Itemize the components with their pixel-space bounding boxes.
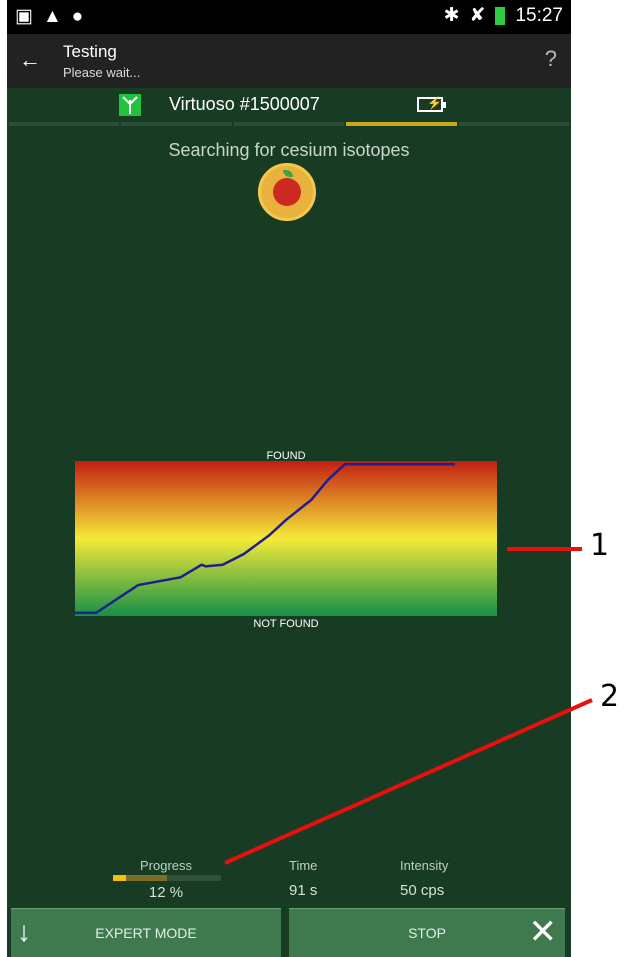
- antenna-icon: [119, 94, 141, 116]
- tab-segment[interactable]: [233, 122, 345, 126]
- status-right-icons: ✱ ✘ 15:27: [444, 5, 563, 27]
- back-arrow-icon[interactable]: ←: [19, 47, 41, 72]
- battery-icon: [495, 7, 506, 25]
- tab-segment-active[interactable]: [346, 122, 457, 126]
- image-icon: ▣: [15, 6, 33, 27]
- device-bar: Virtuoso #1500007 ⚡: [7, 88, 571, 128]
- intensity-label: Intensity: [400, 858, 449, 873]
- stop-label: STOP: [408, 925, 446, 941]
- search-status-text: Searching for cesium isotopes: [168, 140, 410, 160]
- leaf-shape: [283, 170, 293, 177]
- chart-background: [75, 461, 497, 616]
- detection-chart: [75, 461, 497, 616]
- page-subtitle: Please wait...: [63, 65, 141, 80]
- close-icon: ✕: [528, 913, 558, 951]
- progress-bar: [113, 875, 221, 881]
- annotation-label-1: 1: [590, 528, 610, 563]
- progress-bar-track-fill: [113, 875, 167, 881]
- silent-icon: ✘: [469, 5, 486, 26]
- apple-icon: ●: [71, 6, 84, 27]
- help-icon[interactable]: ?: [544, 46, 557, 71]
- food-apple-icon: [258, 163, 316, 221]
- annotation-label-2: 2: [600, 679, 620, 714]
- intensity-value: 50 cps: [400, 882, 445, 899]
- time-label: Time: [289, 858, 318, 873]
- expert-mode-button[interactable]: ↓ EXPERT MODE: [11, 908, 281, 957]
- expert-mode-label: EXPERT MODE: [95, 925, 197, 941]
- status-time: 15:27: [515, 5, 563, 26]
- progress-value: 12 %: [148, 884, 184, 901]
- tab-segment[interactable]: [121, 122, 232, 126]
- arrow-down-icon: ↓: [17, 916, 31, 947]
- page-title: Testing: [63, 42, 117, 61]
- chart-found-label: FOUND: [266, 450, 306, 462]
- bluetooth-icon: ✱: [443, 5, 460, 26]
- charging-battery-icon: ⚡: [417, 96, 446, 112]
- device-name: Virtuoso #1500007: [169, 94, 320, 114]
- time-value: 91 s: [289, 882, 318, 899]
- status-left-icons: ▣ ▲ ●: [15, 6, 83, 28]
- action-bar: ← Testing Please wait... ?: [7, 34, 571, 88]
- phone-screen: ▣ ▲ ● ✱ ✘ 15:27 ← Testing Please wait...…: [7, 0, 571, 957]
- detection-series-line: [75, 462, 455, 615]
- stats-panel: Progress 12 % Time 91 s Intensity 50 cps: [7, 858, 571, 908]
- progress-label: Progress: [139, 858, 193, 873]
- progress-bar-fill: [113, 875, 126, 881]
- warning-icon: ▲: [42, 6, 62, 27]
- device-tab-indicator: [7, 122, 571, 128]
- tab-segment[interactable]: [458, 122, 570, 126]
- status-bar: ▣ ▲ ● ✱ ✘ 15:27: [7, 0, 571, 34]
- tab-segment[interactable]: [9, 122, 120, 126]
- stop-button[interactable]: STOP ✕: [289, 908, 565, 957]
- chart-not-found-label: NOT FOUND: [253, 618, 319, 630]
- detection-chart-svg: [75, 461, 497, 616]
- apple-shape: [273, 178, 301, 206]
